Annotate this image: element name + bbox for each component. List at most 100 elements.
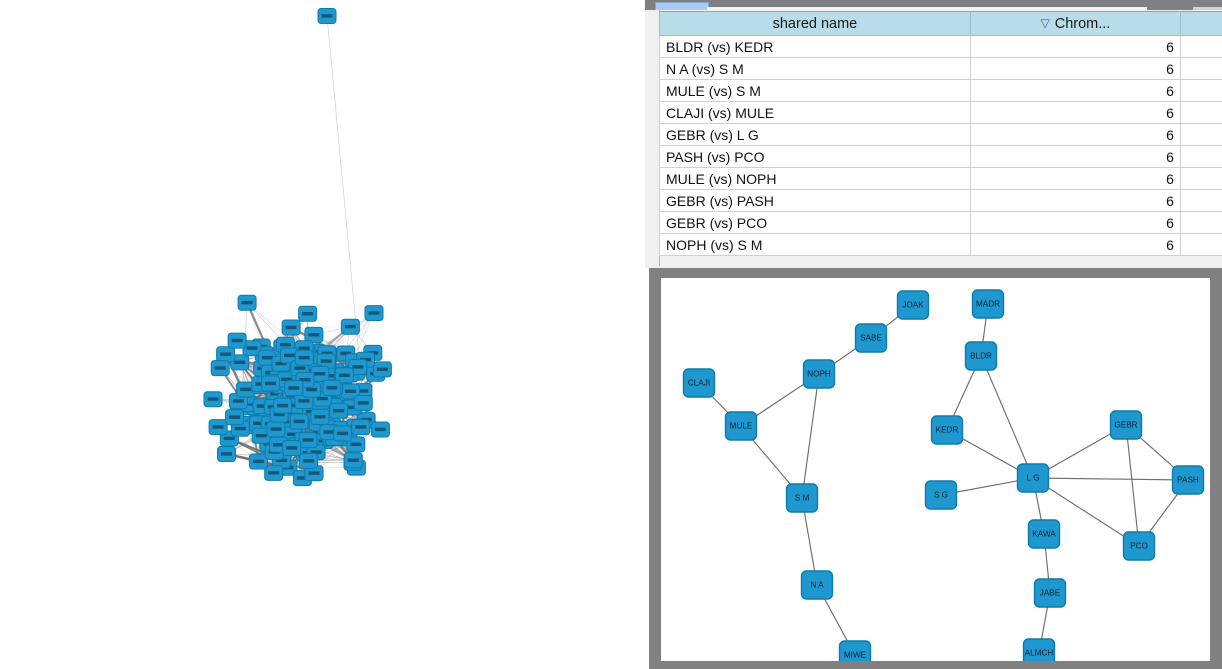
overview-node-label	[241, 300, 253, 305]
overview-node-label	[214, 366, 226, 370]
overview-node-label	[308, 333, 320, 337]
overview-node-label	[275, 361, 287, 366]
table-header-chromosome[interactable]: ▽ Chrom...	[969, 11, 1181, 36]
table-row[interactable]: N A (vs) S M610000000140000006.6	[659, 57, 1222, 80]
table-cell-chromosome: 6	[969, 189, 1181, 212]
overview-node-label	[263, 442, 275, 446]
detail-node[interactable]: MIWE	[838, 640, 872, 661]
table-cell-chromosome: 6	[969, 57, 1181, 80]
detail-edge[interactable]	[1032, 477, 1140, 547]
detail-node[interactable]: PASH	[1171, 465, 1205, 495]
overview-node-label	[320, 359, 332, 363]
detail-node[interactable]: SABE	[854, 323, 888, 353]
table-row[interactable]: BLDR (vs) KEDR61170000000192.0	[659, 35, 1222, 58]
detail-node[interactable]: L G	[1016, 463, 1050, 493]
overview-node-label	[288, 386, 300, 390]
detail-edge[interactable]	[801, 373, 820, 499]
overview-node-label	[357, 401, 369, 405]
detail-node[interactable]: JABE	[1033, 578, 1067, 608]
table-cell-start_point: 36000000	[1179, 211, 1222, 234]
detail-node-label: SABE	[860, 334, 882, 343]
overview-node-label	[346, 405, 358, 410]
detail-node[interactable]: N A	[800, 570, 834, 600]
table-tab-active[interactable]	[655, 2, 709, 11]
overview-node-label	[207, 397, 219, 401]
detail-node-group[interactable]: CLAJI MULE NOPH SABE JOAK S M N A MIWE MADR BLDR K…	[682, 289, 1205, 661]
detail-node[interactable]: KAWA	[1027, 519, 1061, 549]
detail-node-label: JABE	[1040, 589, 1061, 598]
overview-node-label	[255, 382, 267, 386]
detail-node[interactable]: KEDR	[930, 415, 964, 445]
overview-node-label	[352, 365, 364, 369]
detail-node[interactable]: MADR	[971, 289, 1005, 319]
edge-table-panel[interactable]: shared name▽Chrom...Start po...End point…	[645, 0, 1222, 268]
detail-node[interactable]: S G	[924, 480, 958, 510]
table-row[interactable]: GEBR (vs) L G6300000004300000016.9	[659, 123, 1222, 146]
detail-network-panel[interactable]: CLAJI MULE NOPH SABE JOAK S M N A MIWE MADR BLDR K…	[649, 268, 1222, 669]
detail-edge[interactable]	[1032, 477, 1189, 481]
table-row[interactable]: PASH (vs) PCO6340000004200000011.4	[659, 145, 1222, 168]
detail-node[interactable]: JOAK	[896, 290, 930, 320]
table-row[interactable]: GEBR (vs) PASH636000000420000008.9	[659, 189, 1222, 212]
overview-network-canvas[interactable]	[0, 0, 645, 669]
detail-node-label: GEBR	[1114, 421, 1137, 430]
overview-node-label	[376, 367, 388, 371]
overview-node-label	[323, 430, 335, 434]
detail-node-label: NOPH	[807, 370, 831, 379]
overview-node-label	[299, 378, 311, 382]
overview-node-label	[374, 427, 386, 432]
overview-node-label	[326, 386, 338, 390]
detail-node[interactable]: S M	[785, 483, 819, 513]
table-cell-shared_name: PASH (vs) PCO	[659, 145, 971, 168]
overview-node-group[interactable]	[203, 8, 392, 487]
overview-node-label	[276, 458, 288, 463]
detail-node-label: S M	[795, 494, 810, 503]
overview-node-label	[261, 356, 273, 360]
overview-node-label	[298, 346, 310, 350]
detail-node[interactable]: PCO	[1122, 531, 1156, 561]
detail-edge[interactable]	[980, 355, 1034, 479]
detail-node[interactable]: ALMCH	[1022, 638, 1056, 661]
detail-node-label: MULE	[730, 422, 753, 431]
detail-node-label: JOAK	[902, 301, 924, 310]
table-cell-shared_name: MULE (vs) S M	[659, 79, 971, 102]
detail-node[interactable]: BLDR	[964, 341, 998, 371]
overview-node-label	[221, 452, 232, 456]
detail-edge-group	[698, 303, 1189, 656]
detail-node-label: S G	[934, 491, 948, 500]
detail-node-label: MADR	[976, 300, 1000, 309]
detail-node[interactable]: MULE	[724, 411, 758, 441]
table-tab-rail-right	[1193, 7, 1222, 10]
table-row[interactable]: NOPH (vs) S M636000000420000009.9	[659, 233, 1222, 256]
table-row[interactable]: CLAJI (vs) MULE625000000350000005.9	[659, 101, 1222, 124]
detail-node[interactable]: GEBR	[1109, 410, 1143, 440]
table-cell-start_point: 1	[1179, 35, 1222, 58]
overview-node-label	[231, 338, 243, 343]
table-cell-chromosome: 6	[969, 35, 1181, 58]
edge-table[interactable]: shared name▽Chrom...Start po...End point…	[659, 11, 1222, 256]
overview-node-label	[338, 373, 350, 377]
overview-node-label	[357, 389, 369, 393]
table-cell-shared_name: GEBR (vs) L G	[659, 123, 971, 146]
sort-descending-icon: ▽	[1040, 15, 1050, 30]
table-header-row[interactable]: shared name▽Chrom...Start po...End point…	[659, 11, 1222, 36]
table-header-start_point[interactable]: Start po...	[1179, 11, 1222, 36]
detail-edge[interactable]	[1125, 424, 1140, 547]
overview-node-label	[368, 311, 380, 315]
table-row[interactable]: MULE (vs) NOPH6350000004200000010.5	[659, 167, 1222, 190]
overview-node-label	[220, 352, 232, 356]
overview-node-label	[337, 431, 349, 436]
table-row[interactable]: MULE (vs) S M614000000200000007.5	[659, 79, 1222, 102]
table-header-label: Chrom...	[1054, 15, 1111, 32]
table-body[interactable]: BLDR (vs) KEDR61170000000192.0N A (vs) S…	[659, 35, 1222, 256]
table-header-shared_name[interactable]: shared name	[659, 11, 971, 36]
overview-node-label	[234, 360, 246, 364]
detail-node[interactable]: CLAJI	[682, 368, 716, 398]
detail-node[interactable]: NOPH	[802, 359, 836, 389]
table-row[interactable]: GEBR (vs) PCO636000000420000008.4	[659, 211, 1222, 234]
detail-network-canvas[interactable]: CLAJI MULE NOPH SABE JOAK S M N A MIWE MADR BLDR K…	[661, 278, 1210, 661]
overview-node-label	[303, 459, 315, 463]
detail-node-label: MIWE	[844, 651, 867, 660]
overview-edge[interactable]	[326, 15, 364, 404]
overview-network-panel[interactable]	[0, 0, 645, 669]
